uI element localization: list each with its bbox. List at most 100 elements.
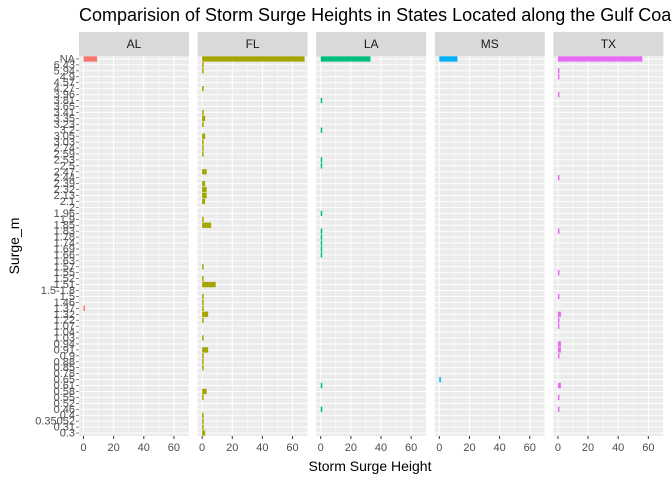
bar bbox=[202, 180, 206, 187]
bar bbox=[557, 311, 561, 317]
y-tick-label: 1.66 bbox=[54, 249, 75, 261]
bar bbox=[320, 56, 371, 62]
y-tick-label: 3.05 bbox=[54, 131, 75, 143]
y-tick-label: 4.57 bbox=[54, 77, 75, 89]
y-tick-label: 3.03 bbox=[54, 137, 75, 149]
bar bbox=[202, 365, 204, 371]
bar bbox=[320, 246, 323, 252]
bar bbox=[202, 293, 204, 300]
bar bbox=[557, 347, 561, 353]
y-tick-label: 2.32 bbox=[54, 184, 75, 196]
bar bbox=[320, 382, 323, 389]
x-tick-label: 40 bbox=[375, 442, 387, 454]
bar bbox=[320, 234, 323, 240]
x-tick-label: 0 bbox=[436, 442, 442, 454]
y-tick-label: 1.07 bbox=[54, 321, 75, 333]
y-tick-label: 1.52 bbox=[54, 273, 75, 285]
bar bbox=[557, 353, 560, 359]
y-tick-label: 0.35052 bbox=[35, 416, 75, 428]
y-tick-label: 2.53 bbox=[54, 154, 75, 166]
x-tick-label: 60 bbox=[405, 442, 417, 454]
bar bbox=[202, 388, 207, 395]
panel-background bbox=[316, 56, 427, 436]
x-tick-label: 20 bbox=[345, 442, 357, 454]
bar bbox=[320, 127, 323, 133]
panel-background bbox=[79, 56, 189, 436]
y-tick-label: 3.96 bbox=[54, 89, 75, 101]
y-tick-label: 4.9 bbox=[60, 71, 75, 83]
bar bbox=[202, 222, 212, 228]
bar bbox=[320, 210, 323, 217]
y-tick-label: 2.44 bbox=[54, 172, 75, 184]
y-tick-label: 2.59 bbox=[54, 148, 75, 160]
y-tick-label: 2.74 bbox=[54, 143, 75, 155]
facet-panel-AL: AL 0 20 40 60 bbox=[79, 32, 190, 454]
facet-panel-FL: FL 0 20 40 60 bbox=[197, 32, 308, 454]
x-tick-label: 0 bbox=[80, 442, 86, 454]
y-tick-label: 0.31 bbox=[54, 422, 75, 434]
facet-strip bbox=[316, 32, 427, 56]
y-tick-label: 0.78 bbox=[54, 368, 75, 380]
x-tick-label: 60 bbox=[286, 442, 298, 454]
bar bbox=[202, 145, 204, 151]
bar bbox=[557, 341, 561, 347]
bar bbox=[202, 109, 204, 116]
bar bbox=[557, 317, 560, 323]
y-tick-label: 0.55 bbox=[54, 392, 75, 404]
y-tick-label: 1.85 bbox=[54, 220, 75, 232]
x-tick-label: 20 bbox=[463, 442, 475, 454]
chart-title: Comparision of Storm Surge Heights in St… bbox=[79, 5, 672, 25]
y-tick-label: 3.2 bbox=[60, 125, 75, 137]
bar bbox=[202, 281, 216, 288]
facet-strip-label: AL bbox=[127, 37, 142, 51]
bar bbox=[202, 275, 204, 282]
bar bbox=[557, 56, 643, 62]
y-tick-label: 0.91 bbox=[54, 344, 75, 356]
y-tick-label: 1.9 bbox=[60, 214, 75, 226]
bar bbox=[202, 216, 204, 222]
y-tick-label: 2.47 bbox=[54, 166, 75, 178]
bar bbox=[557, 68, 560, 74]
y-tick-label: 1.69 bbox=[54, 243, 75, 255]
bar bbox=[557, 323, 560, 329]
bar bbox=[202, 68, 204, 74]
y-tick-label: 3.65 bbox=[54, 101, 75, 113]
bar bbox=[202, 139, 204, 145]
y-axis-title: Surge_m bbox=[6, 218, 22, 275]
y-tick-label: 1.5-1.8 bbox=[41, 285, 75, 297]
bar bbox=[439, 56, 458, 62]
bar bbox=[83, 305, 86, 312]
x-tick-label: 20 bbox=[582, 442, 594, 454]
bar bbox=[202, 62, 204, 68]
x-tick-label: 60 bbox=[642, 442, 654, 454]
bar bbox=[320, 157, 323, 163]
y-tick-label: 1.57 bbox=[54, 261, 75, 273]
bar bbox=[202, 56, 305, 62]
y-tick-label: 0.65 bbox=[54, 374, 75, 386]
bar bbox=[202, 418, 204, 424]
bar bbox=[202, 353, 204, 359]
panel-background bbox=[553, 56, 664, 436]
bar bbox=[202, 299, 204, 306]
y-tick-label: 1.83 bbox=[54, 226, 75, 238]
bar bbox=[202, 359, 204, 365]
bar bbox=[202, 412, 204, 418]
facet-strip-label: LA bbox=[364, 37, 379, 51]
y-tick-label: 0.61 bbox=[54, 380, 75, 392]
bar bbox=[202, 115, 206, 122]
y-tick-label: 1.63 bbox=[54, 255, 75, 267]
x-tick-label: 40 bbox=[612, 442, 624, 454]
y-tick-label: 1.5 bbox=[60, 291, 75, 303]
bar bbox=[202, 335, 204, 341]
bar bbox=[557, 91, 560, 98]
y-tick-label: 3.41 bbox=[54, 107, 75, 119]
bar bbox=[202, 133, 206, 139]
x-tick-label: 0 bbox=[555, 442, 561, 454]
facet-strip bbox=[553, 32, 664, 56]
y-tick-label: 0.52 bbox=[54, 398, 75, 410]
facet-panel-LA: LA 0 20 40 60 bbox=[316, 32, 427, 454]
bar bbox=[202, 430, 206, 436]
facet-strip-label: FL bbox=[246, 37, 260, 51]
bar bbox=[202, 305, 204, 312]
bar bbox=[83, 56, 98, 62]
